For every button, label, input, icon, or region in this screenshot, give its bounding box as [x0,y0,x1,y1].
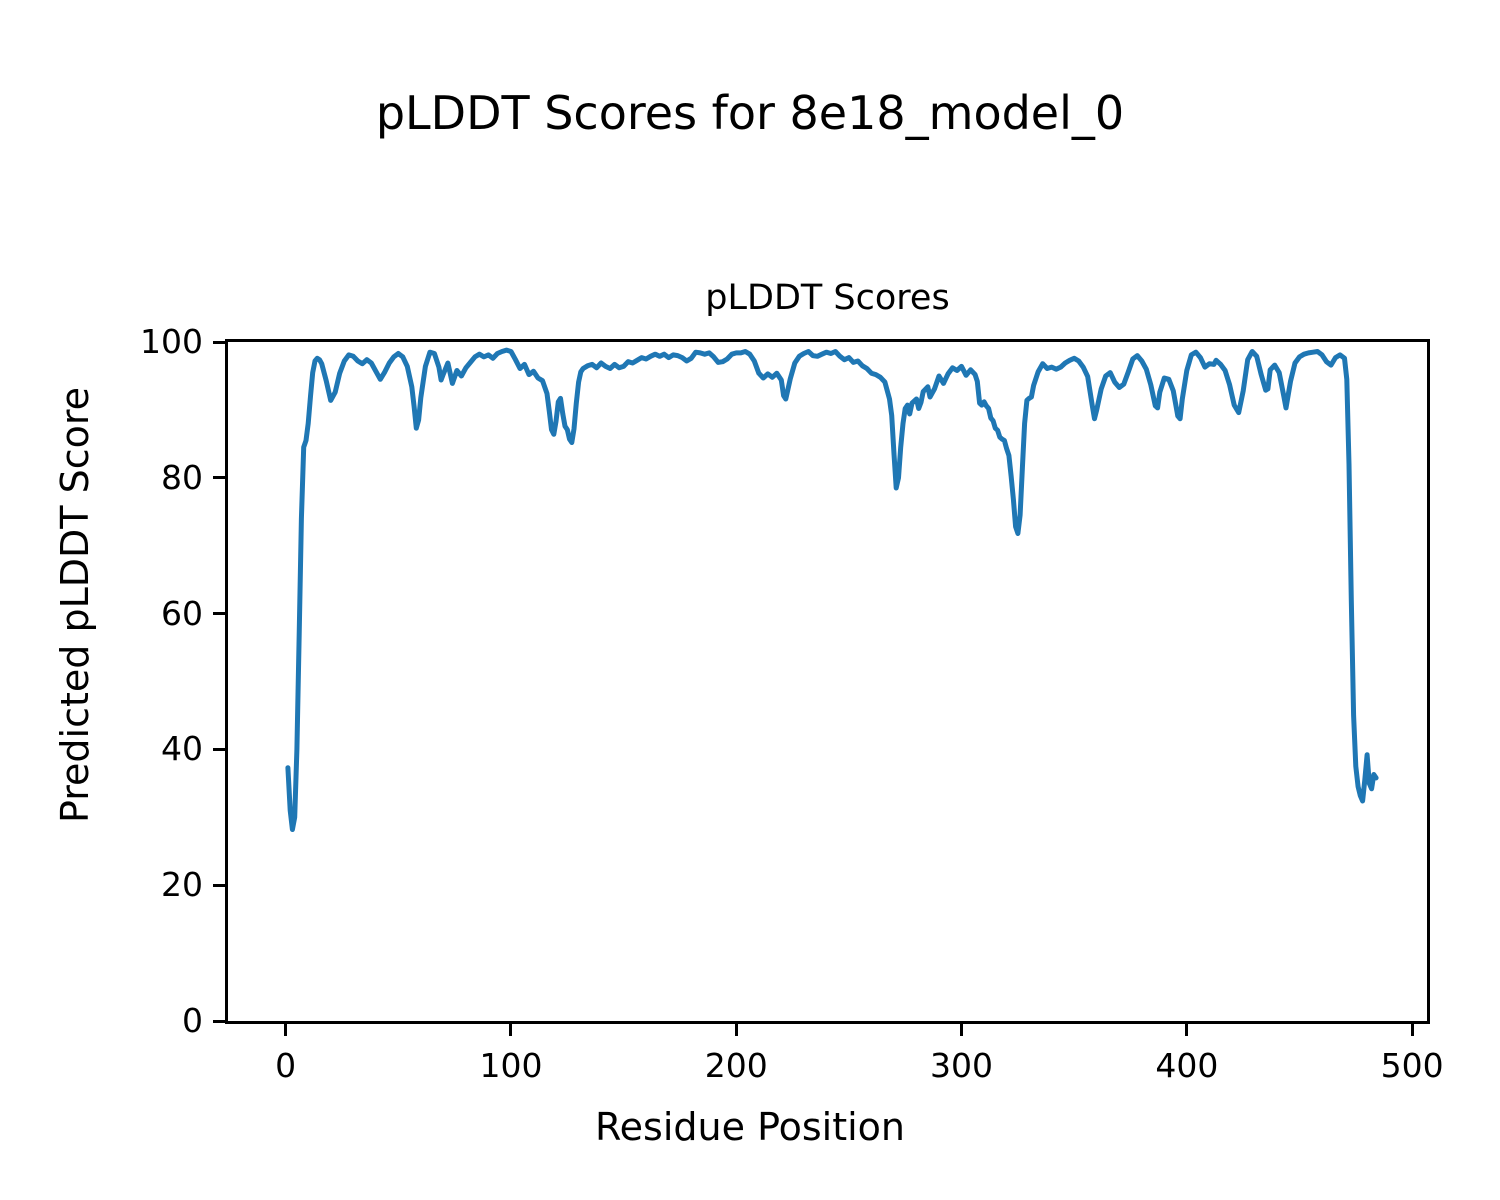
plot-area [225,339,1430,1024]
y-tick-label: 100 [140,322,203,361]
y-tick-label: 20 [161,865,203,905]
x-tick-mark [1410,1024,1414,1036]
y-tick-label: 80 [161,457,203,497]
y-tick-mark [213,883,225,887]
x-tick-label: 300 [930,1046,994,1085]
x-tick-label: 100 [479,1046,543,1085]
y-tick-mark [213,1019,225,1023]
x-tick-label: 200 [704,1046,768,1085]
axes-title: pLDDT Scores [705,278,950,318]
x-tick-mark [1185,1024,1189,1036]
figure-title: pLDDT Scores for 8e18_model_0 [375,86,1125,140]
y-tick-label: 60 [161,593,203,633]
x-tick-label: 0 [275,1046,297,1085]
x-tick-label: 500 [1380,1046,1444,1085]
x-tick-mark [734,1024,738,1036]
x-axis-label: Residue Position [594,1105,906,1149]
x-tick-mark [284,1024,288,1036]
plddt-line [285,347,1379,832]
y-tick-label: 0 [182,1001,203,1040]
y-tick-label: 40 [161,729,203,769]
x-tick-mark [960,1024,964,1036]
y-axis-label: Predicted pLDDT Score [53,387,97,823]
x-tick-mark [509,1024,513,1036]
y-tick-mark [213,340,225,344]
y-tick-mark [213,612,225,616]
plddt-line-svg [285,347,1379,832]
y-tick-mark [213,476,225,480]
x-tick-label: 400 [1155,1046,1219,1085]
y-tick-mark [213,747,225,751]
